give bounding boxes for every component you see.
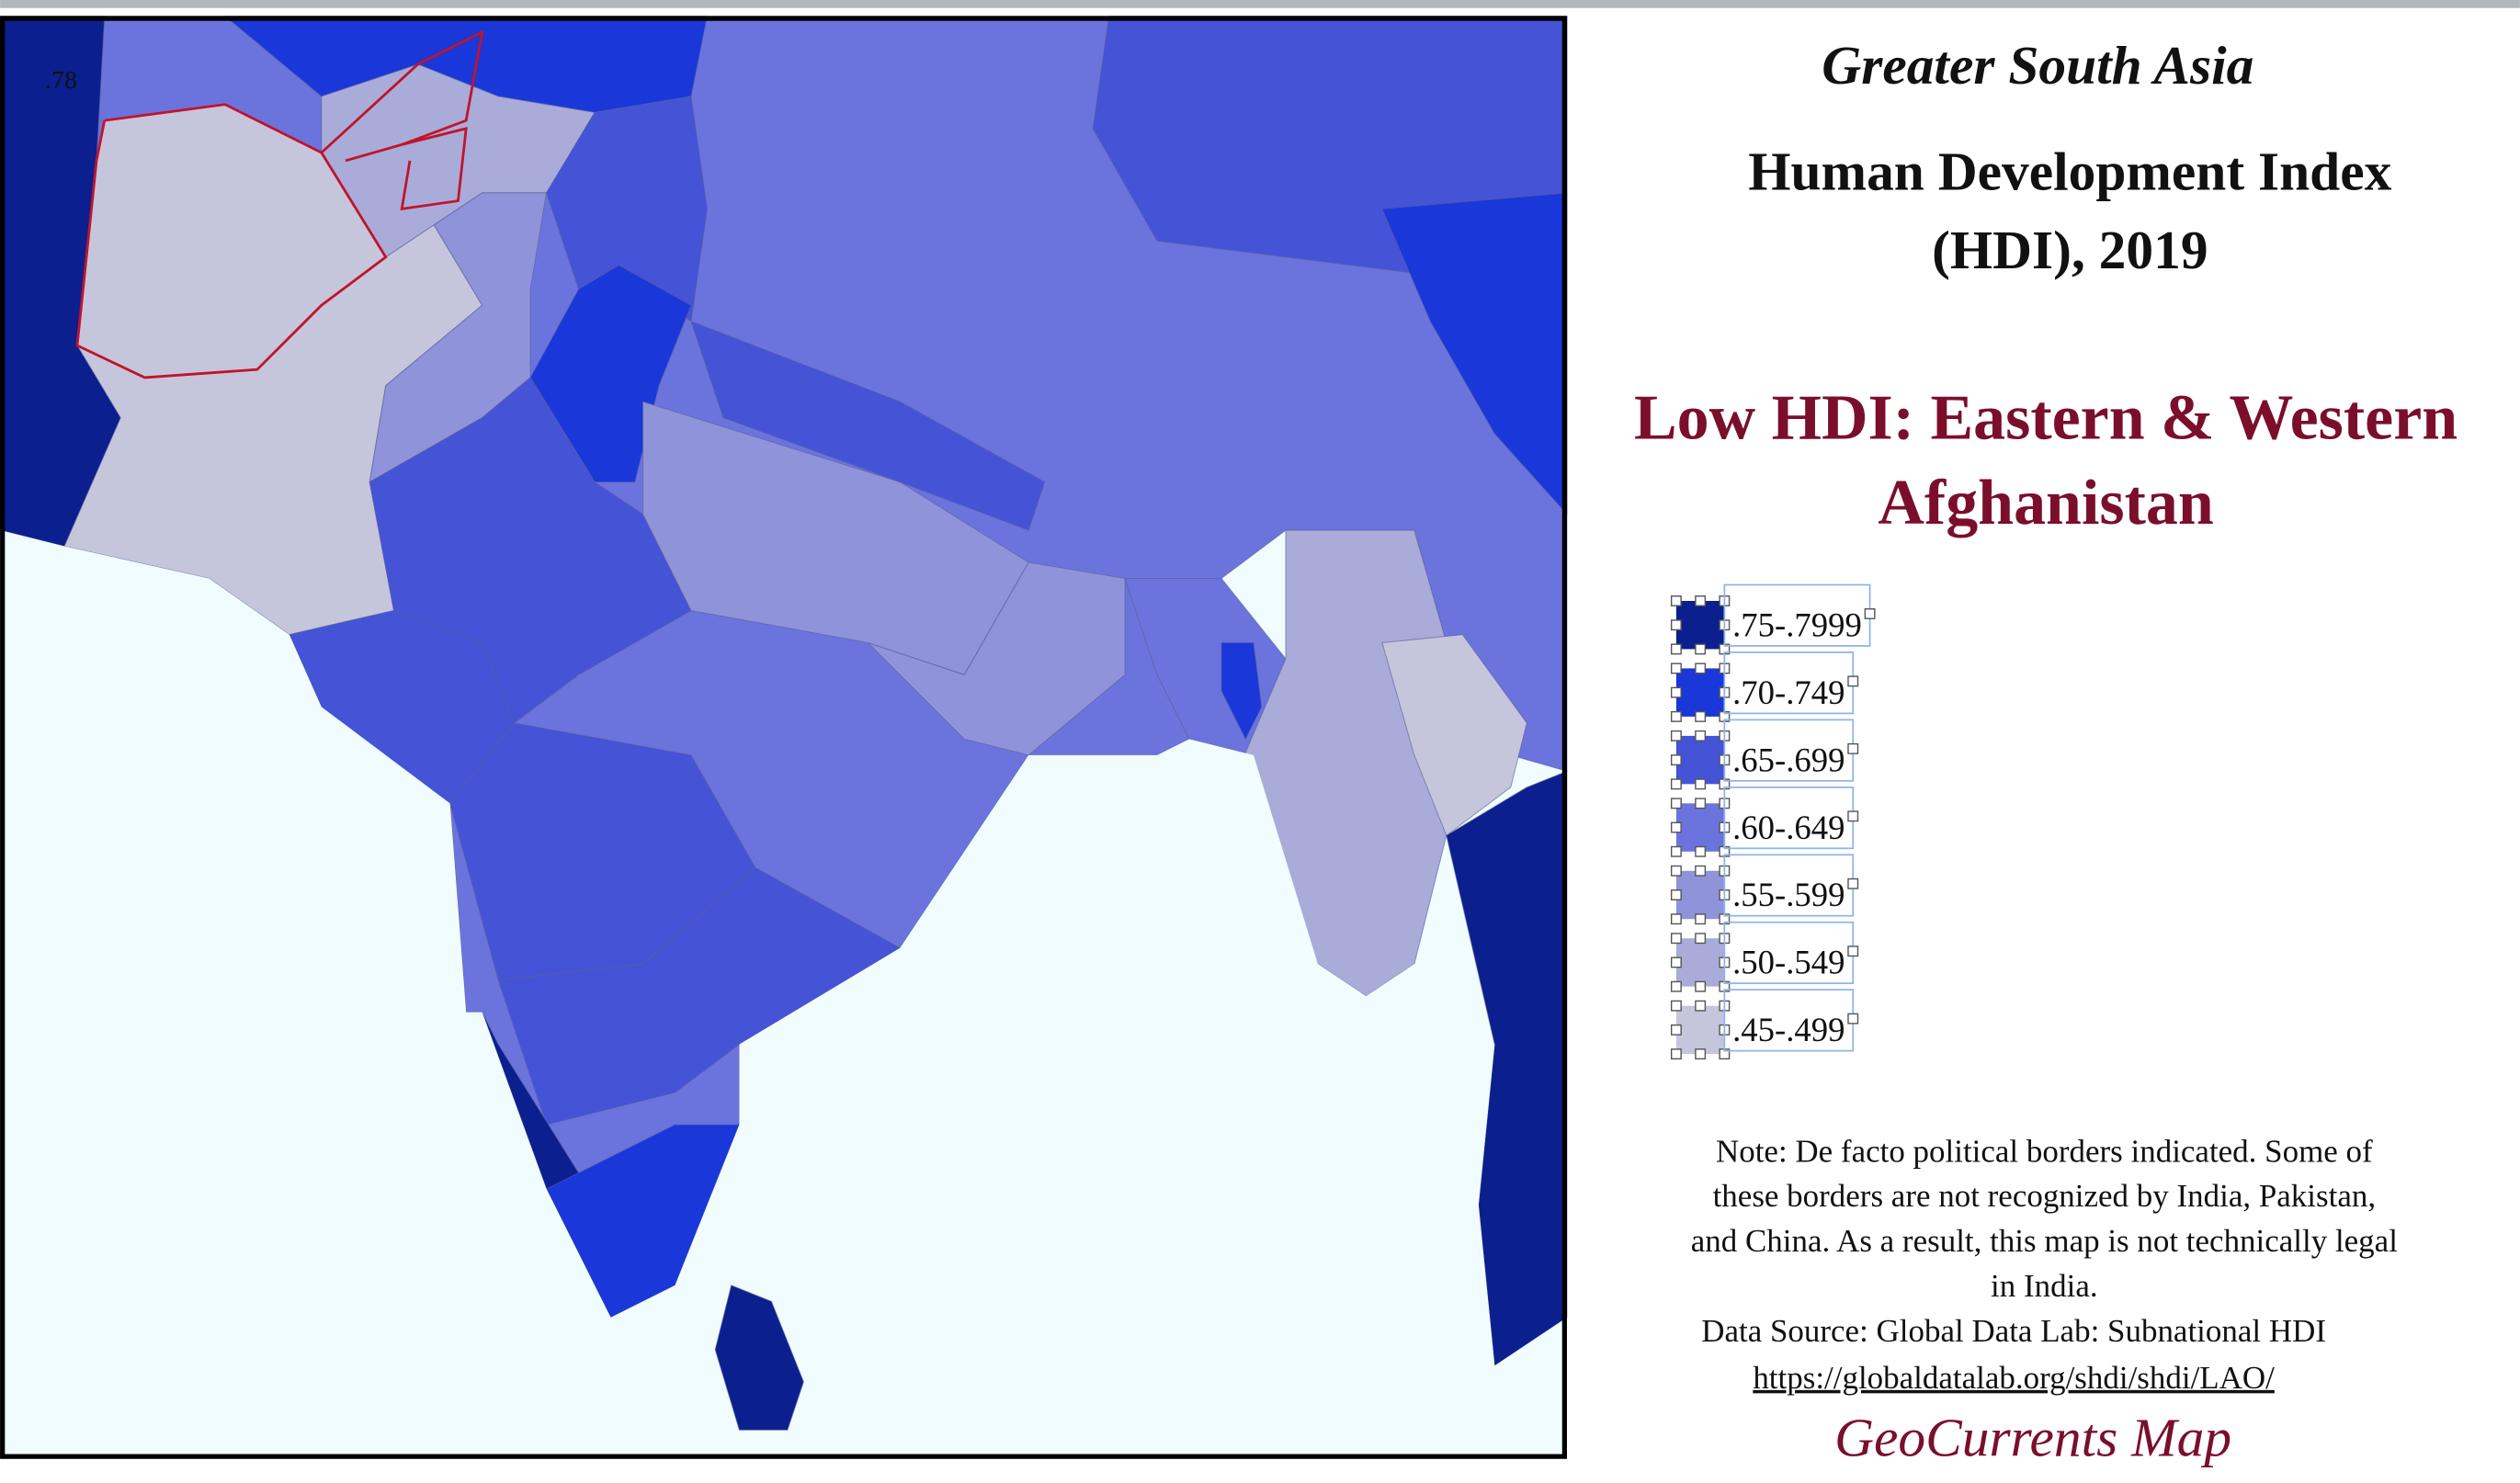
legend-label: .70-.749	[1732, 674, 1845, 711]
url[interactable]: https://globaldatalab.org/shdi/shdi/LAO/	[1753, 1360, 2275, 1396]
note: Note: De facto political borders indicat…	[1691, 1133, 2398, 1304]
selection-handle	[1695, 1048, 1707, 1060]
legend-label: .60-.649	[1732, 809, 1845, 846]
legend-swatch	[1675, 600, 1725, 650]
selection-handle	[1695, 778, 1707, 790]
selection-handle	[1670, 710, 1682, 722]
selection-handle	[1670, 1024, 1682, 1036]
selection-handle	[1670, 821, 1682, 833]
region	[867, 561, 1126, 756]
legend-swatch	[1675, 938, 1725, 987]
note-line: these borders are not recognized by Indi…	[1713, 1178, 2376, 1214]
region	[1381, 192, 1568, 515]
selection-handle	[1695, 643, 1707, 655]
selection-handle	[1847, 945, 1859, 957]
selection-handle	[1670, 889, 1682, 900]
selection-handle	[1670, 595, 1682, 606]
legend-swatch	[1675, 668, 1725, 717]
border	[320, 29, 484, 163]
selection-handle	[1847, 1013, 1859, 1025]
selection-handle	[1670, 1048, 1682, 1060]
selection-handle	[1670, 933, 1682, 945]
selection-handle	[1695, 1000, 1707, 1012]
selection-handle	[1695, 730, 1707, 742]
note-line: Note: De facto political borders indicat…	[1716, 1133, 2373, 1169]
note-line: in India.	[1991, 1268, 2098, 1304]
headline: Low HDI: Eastern & Western	[1634, 382, 2458, 453]
legend-label: .65-.699	[1732, 741, 1845, 778]
selection-handle	[1670, 913, 1682, 925]
selection-handle	[1847, 877, 1859, 889]
legend-swatch	[1675, 870, 1725, 920]
region	[529, 264, 692, 483]
border	[400, 127, 468, 210]
selection-handle	[1670, 730, 1682, 742]
map: .78	[0, 15, 1568, 1459]
island	[714, 1285, 804, 1431]
legend-label: .50-.549	[1732, 944, 1845, 981]
region	[690, 320, 1046, 531]
selection-handle	[1864, 608, 1876, 619]
legend-label: .75-.7999	[1732, 606, 1862, 643]
legend-label: .55-.599	[1732, 876, 1845, 913]
border	[75, 103, 388, 379]
selection-handle	[1670, 643, 1682, 655]
selection-handle	[1847, 810, 1859, 822]
subtitle: (HDI), 2019	[1932, 220, 2208, 280]
legend-swatch	[1675, 735, 1725, 785]
legend-label: .45-.499	[1732, 1011, 1845, 1048]
map-frame	[0, 16, 1567, 1459]
ocean	[0, 530, 1567, 1459]
selection-handle	[1670, 778, 1682, 790]
legend-swatch	[1675, 803, 1725, 852]
selection-handle	[1695, 710, 1707, 722]
top-bar	[0, 0, 2520, 8]
title: Greater South Asia	[1822, 35, 2253, 96]
selection-handle	[1670, 1000, 1682, 1012]
legend-swatch	[1675, 1005, 1725, 1055]
region	[1381, 634, 1527, 837]
selection-handle	[1695, 913, 1707, 925]
selection-handle	[1670, 865, 1682, 877]
selection-handle	[1847, 742, 1859, 754]
headline: Afghanistan	[1878, 468, 2213, 538]
subtitle: Human Development Index	[1748, 141, 2391, 201]
selection-handle	[1670, 662, 1682, 674]
map-label: .78	[45, 66, 77, 95]
brand: GeoCurrents Map	[1834, 1407, 2231, 1467]
selection-handle	[1695, 595, 1707, 606]
selection-handle	[1670, 845, 1682, 857]
source: Data Source: Global Data Lab: Subnationa…	[1701, 1313, 2326, 1349]
selection-handle	[1695, 980, 1707, 992]
selection-handle	[1695, 662, 1707, 674]
selection-handle	[1695, 798, 1707, 809]
selection-handle	[1670, 980, 1682, 992]
legend: .75-.7999 .70-.749 .65-.699 .60-.649 .55-.59…	[1670, 583, 1876, 1060]
selection-handle	[1670, 754, 1682, 766]
selection-handle	[1695, 845, 1707, 857]
note-line: and China. As a result, this map is not …	[1691, 1223, 2398, 1259]
region	[1220, 641, 1263, 741]
selection-handle	[1670, 619, 1682, 631]
selection-handle	[1695, 933, 1707, 945]
selection-handle	[1670, 798, 1682, 809]
selection-handle	[1670, 686, 1682, 698]
selection-handle	[1695, 865, 1707, 877]
selection-handle	[1847, 675, 1859, 687]
selection-handle	[1670, 957, 1682, 968]
